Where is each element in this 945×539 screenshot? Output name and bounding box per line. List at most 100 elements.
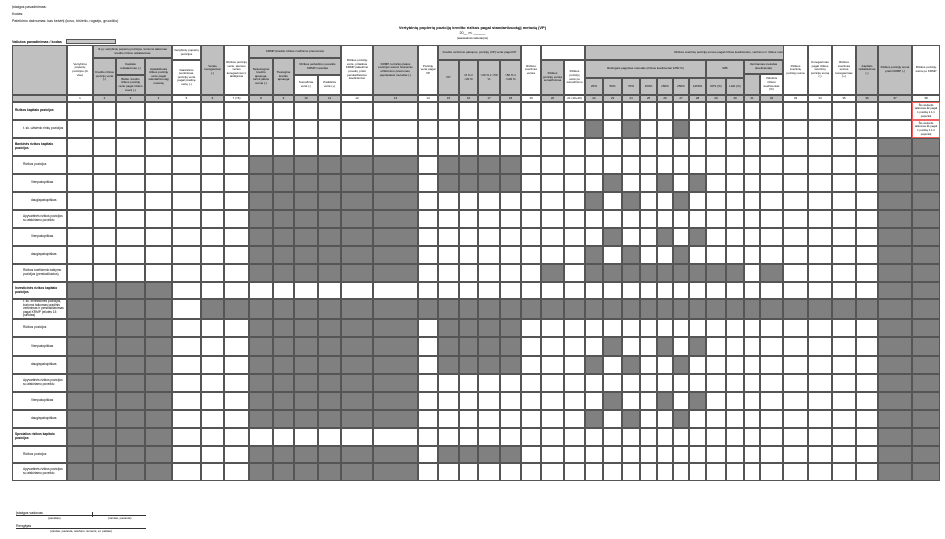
input-cell[interactable] [145, 120, 172, 138]
input-cell[interactable] [832, 410, 856, 428]
input-cell[interactable] [93, 192, 116, 210]
input-cell[interactable] [808, 102, 832, 120]
input-cell[interactable] [224, 428, 249, 446]
input-cell[interactable] [760, 319, 783, 337]
input-cell[interactable] [273, 102, 294, 120]
input-cell[interactable] [856, 228, 878, 246]
input-cell[interactable] [521, 210, 541, 228]
input-cell[interactable] [541, 156, 564, 174]
input-cell[interactable] [116, 120, 145, 138]
input-cell[interactable] [438, 192, 459, 210]
input-cell[interactable] [541, 138, 564, 156]
input-cell[interactable] [856, 374, 878, 392]
input-cell[interactable] [673, 228, 689, 246]
input-cell[interactable] [706, 246, 726, 264]
input-cell[interactable] [856, 463, 878, 481]
input-cell[interactable] [459, 392, 478, 410]
input-cell[interactable] [760, 410, 783, 428]
input-cell[interactable] [145, 210, 172, 228]
input-cell[interactable] [224, 138, 249, 156]
input-cell[interactable] [585, 174, 603, 192]
input-cell[interactable] [564, 192, 585, 210]
input-cell[interactable] [521, 319, 541, 337]
input-cell[interactable] [418, 264, 438, 282]
input-cell[interactable] [832, 102, 856, 120]
input-cell[interactable] [689, 246, 706, 264]
input-cell[interactable] [808, 156, 832, 174]
input-cell[interactable] [878, 102, 912, 120]
input-cell[interactable] [478, 246, 500, 264]
input-cell[interactable] [172, 264, 201, 282]
input-cell[interactable] [438, 392, 459, 410]
input-cell[interactable] [145, 246, 172, 264]
input-cell[interactable] [726, 410, 744, 428]
input-cell[interactable] [808, 210, 832, 228]
input-cell[interactable] [294, 120, 318, 138]
input-cell[interactable] [500, 228, 521, 246]
input-cell[interactable] [808, 337, 832, 356]
input-cell[interactable] [172, 356, 201, 374]
input-cell[interactable] [224, 337, 249, 356]
input-cell[interactable] [438, 210, 459, 228]
input-cell[interactable] [726, 282, 744, 299]
input-cell[interactable] [832, 192, 856, 210]
input-cell[interactable] [673, 319, 689, 337]
input-cell[interactable] [657, 319, 673, 337]
input-cell[interactable] [459, 246, 478, 264]
input-cell[interactable] [585, 463, 603, 481]
input-cell[interactable] [832, 138, 856, 156]
input-cell[interactable] [201, 228, 224, 246]
input-cell[interactable] [67, 120, 93, 138]
input-cell[interactable] [657, 138, 673, 156]
input-cell[interactable] [500, 282, 521, 299]
input-cell[interactable] [808, 282, 832, 299]
input-cell[interactable] [832, 392, 856, 410]
input-cell[interactable] [478, 102, 500, 120]
input-cell[interactable] [224, 446, 249, 463]
input-cell[interactable] [373, 138, 418, 156]
input-cell[interactable] [201, 392, 224, 410]
input-cell[interactable] [689, 374, 706, 392]
input-cell[interactable] [673, 374, 689, 392]
input-cell[interactable] [201, 102, 224, 120]
input-cell[interactable] [224, 102, 249, 120]
input-cell[interactable] [603, 463, 622, 481]
input-cell[interactable] [224, 156, 249, 174]
input-cell[interactable] [706, 192, 726, 210]
input-cell[interactable] [564, 463, 585, 481]
input-cell[interactable] [856, 192, 878, 210]
input-cell[interactable] [478, 282, 500, 299]
input-cell[interactable] [832, 228, 856, 246]
input-cell[interactable] [172, 174, 201, 192]
input-cell[interactable] [93, 264, 116, 282]
input-cell[interactable] [744, 392, 760, 410]
input-cell[interactable] [172, 374, 201, 392]
currency-input[interactable] [66, 39, 116, 44]
input-cell[interactable] [640, 463, 657, 481]
input-cell[interactable] [459, 374, 478, 392]
input-cell[interactable] [438, 282, 459, 299]
input-cell[interactable] [459, 410, 478, 428]
input-cell[interactable] [341, 138, 373, 156]
input-cell[interactable] [224, 210, 249, 228]
input-cell[interactable] [500, 392, 521, 410]
input-cell[interactable] [726, 228, 744, 246]
input-cell[interactable] [585, 102, 603, 120]
input-cell[interactable] [521, 120, 541, 138]
input-cell[interactable] [808, 463, 832, 481]
input-cell[interactable] [201, 319, 224, 337]
input-cell[interactable] [172, 428, 201, 446]
input-cell[interactable] [224, 356, 249, 374]
input-cell[interactable] [418, 228, 438, 246]
input-cell[interactable] [657, 192, 673, 210]
input-cell[interactable] [521, 337, 541, 356]
input-cell[interactable] [585, 337, 603, 356]
input-cell[interactable] [726, 102, 744, 120]
input-cell[interactable] [603, 246, 622, 264]
input-cell[interactable] [622, 174, 640, 192]
input-cell[interactable] [856, 428, 878, 446]
input-cell[interactable] [116, 210, 145, 228]
input-cell[interactable] [622, 282, 640, 299]
input-cell[interactable] [541, 428, 564, 446]
input-cell[interactable] [341, 428, 373, 446]
